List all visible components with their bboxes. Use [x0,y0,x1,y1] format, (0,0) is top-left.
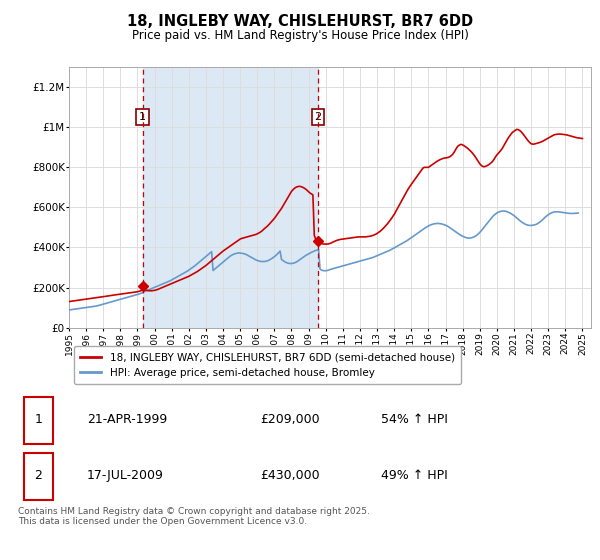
Text: £209,000: £209,000 [260,413,320,426]
Text: Contains HM Land Registry data © Crown copyright and database right 2025.
This d: Contains HM Land Registry data © Crown c… [18,507,370,526]
Text: 2: 2 [34,469,42,482]
Text: 54% ↑ HPI: 54% ↑ HPI [381,413,448,426]
Legend: 18, INGLEBY WAY, CHISLEHURST, BR7 6DD (semi-detached house), HPI: Average price,: 18, INGLEBY WAY, CHISLEHURST, BR7 6DD (s… [74,346,461,385]
Text: £430,000: £430,000 [260,469,320,482]
FancyBboxPatch shape [24,397,53,444]
FancyBboxPatch shape [24,453,53,500]
Text: Price paid vs. HM Land Registry's House Price Index (HPI): Price paid vs. HM Land Registry's House … [131,29,469,42]
Bar [143,67,318,328]
Text: 2: 2 [314,112,322,122]
Text: 1: 1 [139,112,146,122]
Text: 1: 1 [34,413,42,426]
Text: 17-JUL-2009: 17-JUL-2009 [87,469,164,482]
Text: 18, INGLEBY WAY, CHISLEHURST, BR7 6DD: 18, INGLEBY WAY, CHISLEHURST, BR7 6DD [127,14,473,29]
Text: 49% ↑ HPI: 49% ↑ HPI [381,469,448,482]
Text: 21-APR-1999: 21-APR-1999 [87,413,167,426]
